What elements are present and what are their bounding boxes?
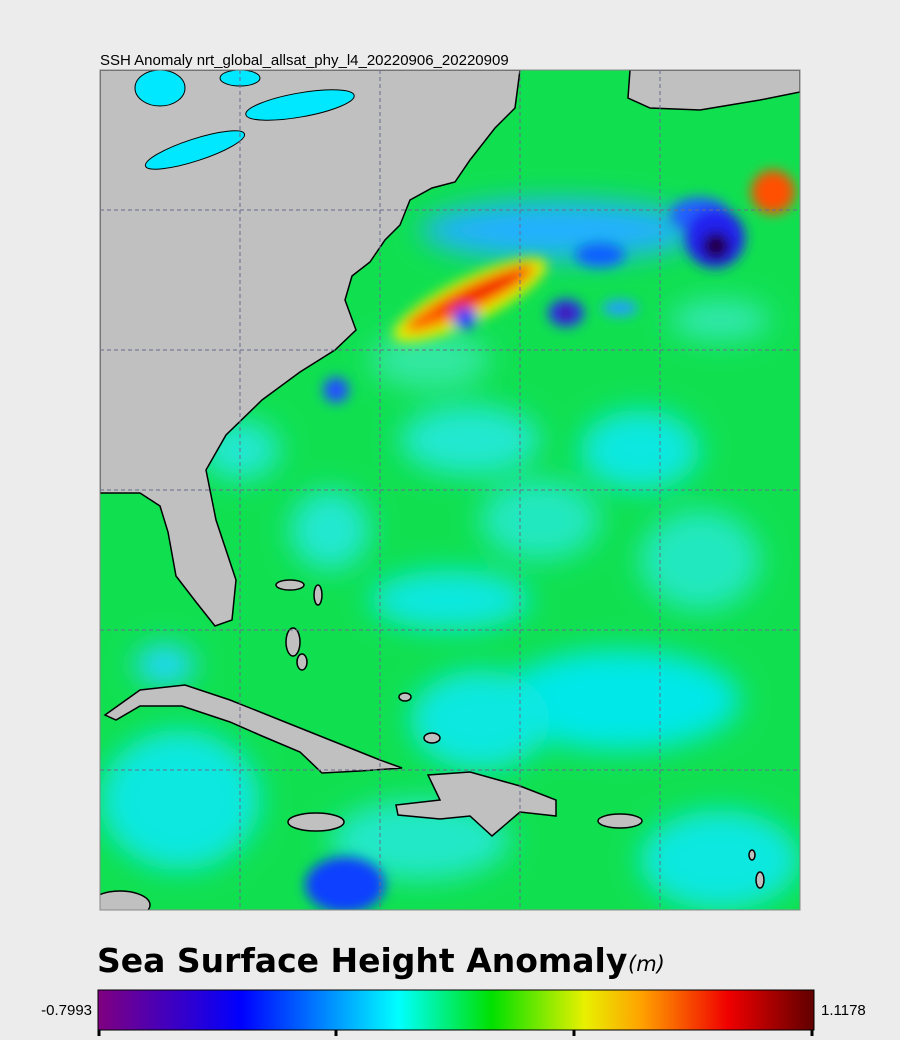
graticule — [100, 70, 800, 910]
ssh-field — [100, 70, 800, 910]
lakes — [134, 70, 355, 170]
map-frame — [99, 69, 801, 911]
colorbar — [97, 989, 815, 1031]
colorbar-ticks — [97, 1030, 814, 1036]
map-title: SSH Anomaly nrt_global_allsat_phy_l4_202… — [100, 52, 509, 69]
colorbar-min: -0.7993 — [41, 1002, 92, 1019]
colorbar-unit: (m) — [628, 952, 665, 976]
land — [100, 70, 800, 910]
colorbar-title: Sea Surface Height Anomaly — [97, 941, 627, 980]
colorbar-max: 1.1178 — [821, 1002, 866, 1019]
